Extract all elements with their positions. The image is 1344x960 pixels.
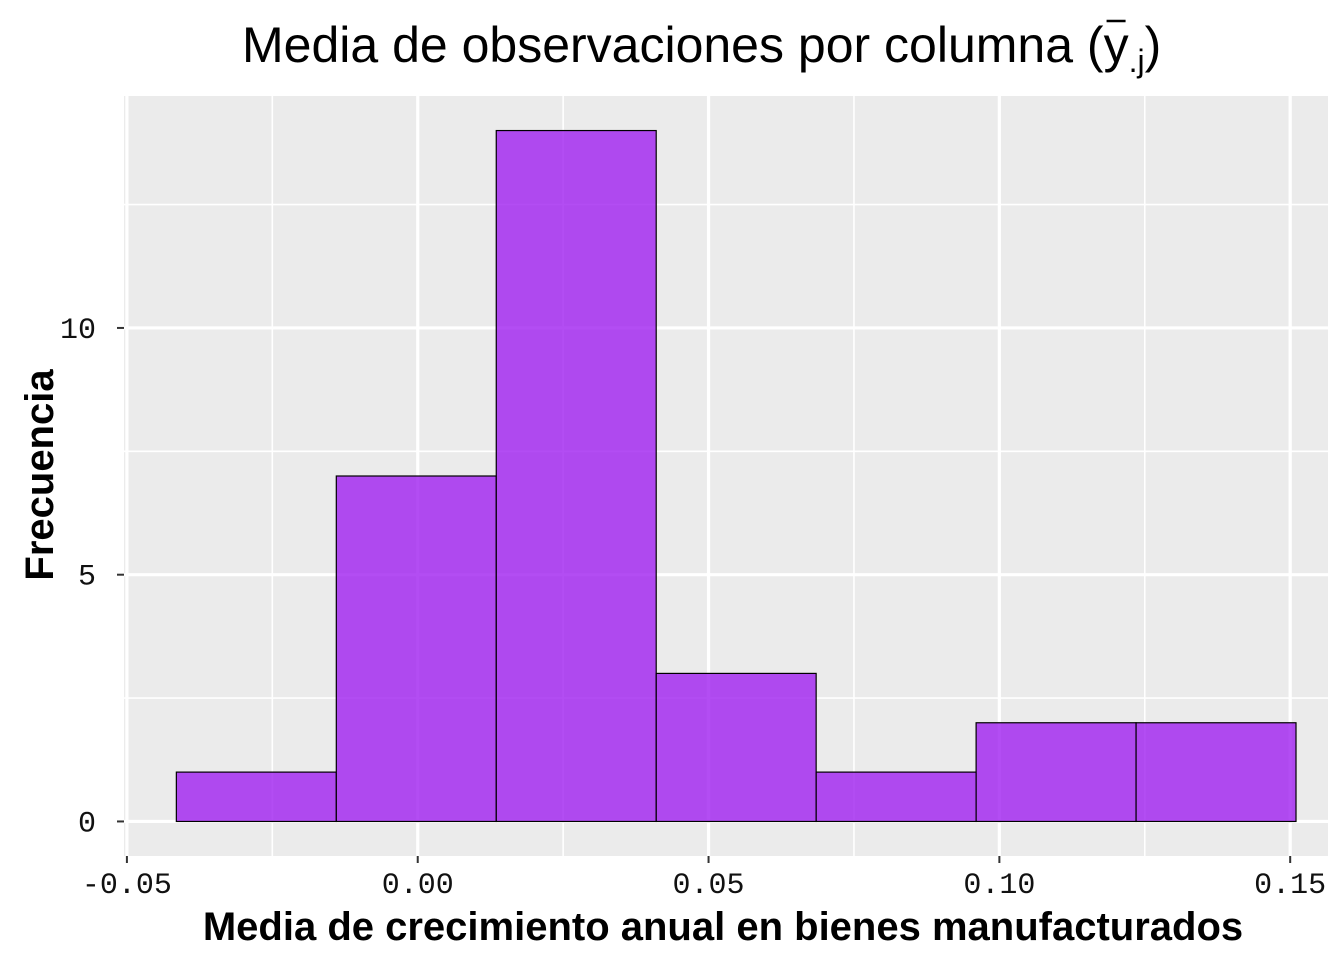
x-tick-label: 0.10 <box>963 869 1035 903</box>
histogram-bar <box>975 722 1137 823</box>
y-axis-title: Frecuencia <box>18 369 62 581</box>
histogram-bar <box>335 475 497 823</box>
x-tick-label: 0.00 <box>382 869 454 903</box>
chart-title-close: ) <box>1145 17 1162 73</box>
histogram-bars <box>175 129 1297 823</box>
histogram-bar <box>815 771 977 823</box>
x-tick-label: 0.05 <box>673 869 745 903</box>
y-tick-label: 5 <box>78 561 96 595</box>
chart-title-subscript: .j <box>1129 43 1145 79</box>
y-axis-tick-labels: 0 5 10 <box>60 314 96 842</box>
y-tick-label: 10 <box>60 314 96 348</box>
histogram-bar <box>495 129 657 823</box>
x-tick-label: 0.15 <box>1254 869 1326 903</box>
x-axis-title: Media de crecimiento anual en bienes man… <box>203 905 1243 949</box>
x-tick-label: -0.05 <box>82 869 172 903</box>
axis-ticks <box>117 326 1292 863</box>
histogram-bar <box>175 771 337 823</box>
x-axis-tick-labels: -0.05 0.00 0.05 0.10 0.15 <box>82 869 1326 903</box>
histogram-bar <box>655 672 817 823</box>
chart-title: Media de observaciones por columna (y.j) <box>242 17 1161 79</box>
y-tick-label: 0 <box>78 807 96 841</box>
chart-title-text: Media de observaciones por columna (y.j) <box>242 17 1161 79</box>
histogram-bar <box>1135 722 1297 823</box>
chart-title-main: Media de observaciones por columna (y <box>242 17 1129 73</box>
